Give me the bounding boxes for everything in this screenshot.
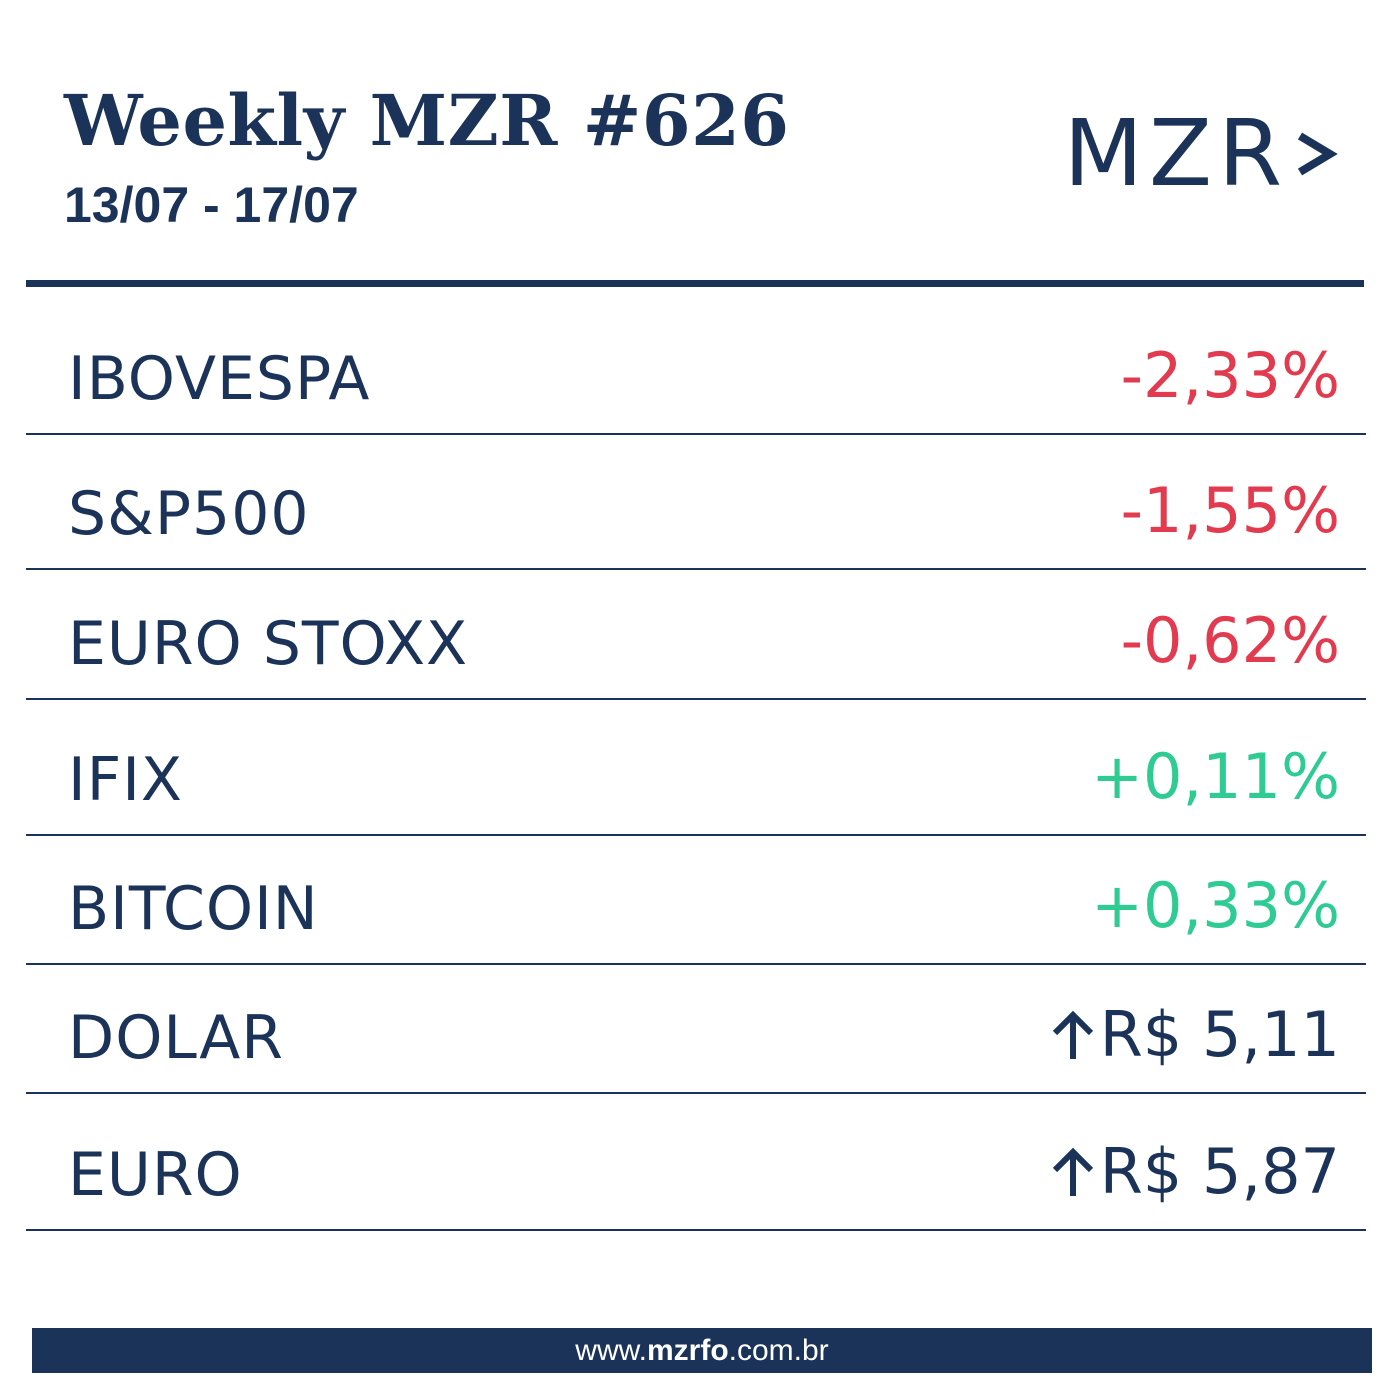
row-label: IBOVESPA [68, 344, 371, 414]
arrow-up-icon [1052, 1010, 1093, 1059]
row-value: -2,33% [1121, 345, 1340, 407]
table-row: BITCOIN +0,33% [26, 836, 1366, 965]
logo-text: MZR [1063, 100, 1288, 207]
value-text: +0,33% [1091, 869, 1340, 942]
row-value: +0,33% [1091, 875, 1340, 937]
page-title: Weekly MZR #626 [64, 79, 790, 162]
brand-logo: MZR [1064, 108, 1338, 200]
value-text: -0,62% [1120, 604, 1340, 677]
row-label: BITCOIN [68, 874, 319, 944]
table-row: IBOVESPA -2,33% [26, 302, 1366, 435]
value-text: R$ 5,11 [1099, 998, 1340, 1071]
table-row: IFIX +0,11% [26, 700, 1366, 836]
row-value: R$ 5,11 [1050, 1004, 1340, 1066]
table-row: EURO STOXX -0,62% [26, 570, 1366, 700]
value-text: R$ 5,87 [1099, 1135, 1340, 1208]
row-label: S&P500 [68, 479, 310, 549]
row-label: DOLAR [68, 1003, 284, 1073]
value-text: +0,11% [1091, 740, 1340, 813]
value-text: -2,33% [1120, 339, 1340, 412]
row-label: EURO STOXX [68, 609, 469, 679]
url-prefix: www. [575, 1333, 647, 1367]
date-range: 13/07 - 17/07 [64, 177, 359, 233]
table-row: S&P500 -1,55% [26, 435, 1366, 570]
chevron-right-icon [1297, 132, 1338, 176]
value-text: -1,55% [1120, 474, 1340, 547]
url-suffix: .com.br [728, 1333, 829, 1367]
row-value: R$ 5,87 [1050, 1141, 1340, 1203]
row-label: EURO [68, 1140, 243, 1210]
footer-link[interactable]: www.mzrfo.com.br [575, 1334, 828, 1368]
url-domain: mzrfo [646, 1333, 729, 1367]
table-row: EURO R$ 5,87 [26, 1094, 1366, 1231]
arrow-up-icon [1052, 1147, 1093, 1196]
row-label: IFIX [68, 745, 184, 815]
header-divider [26, 280, 1364, 287]
row-value: -0,62% [1121, 610, 1340, 672]
footer-bar: www.mzrfo.com.br [32, 1328, 1372, 1373]
table-row: DOLAR R$ 5,11 [26, 965, 1366, 1094]
row-value: +0,11% [1091, 746, 1340, 808]
row-value: -1,55% [1121, 480, 1340, 542]
